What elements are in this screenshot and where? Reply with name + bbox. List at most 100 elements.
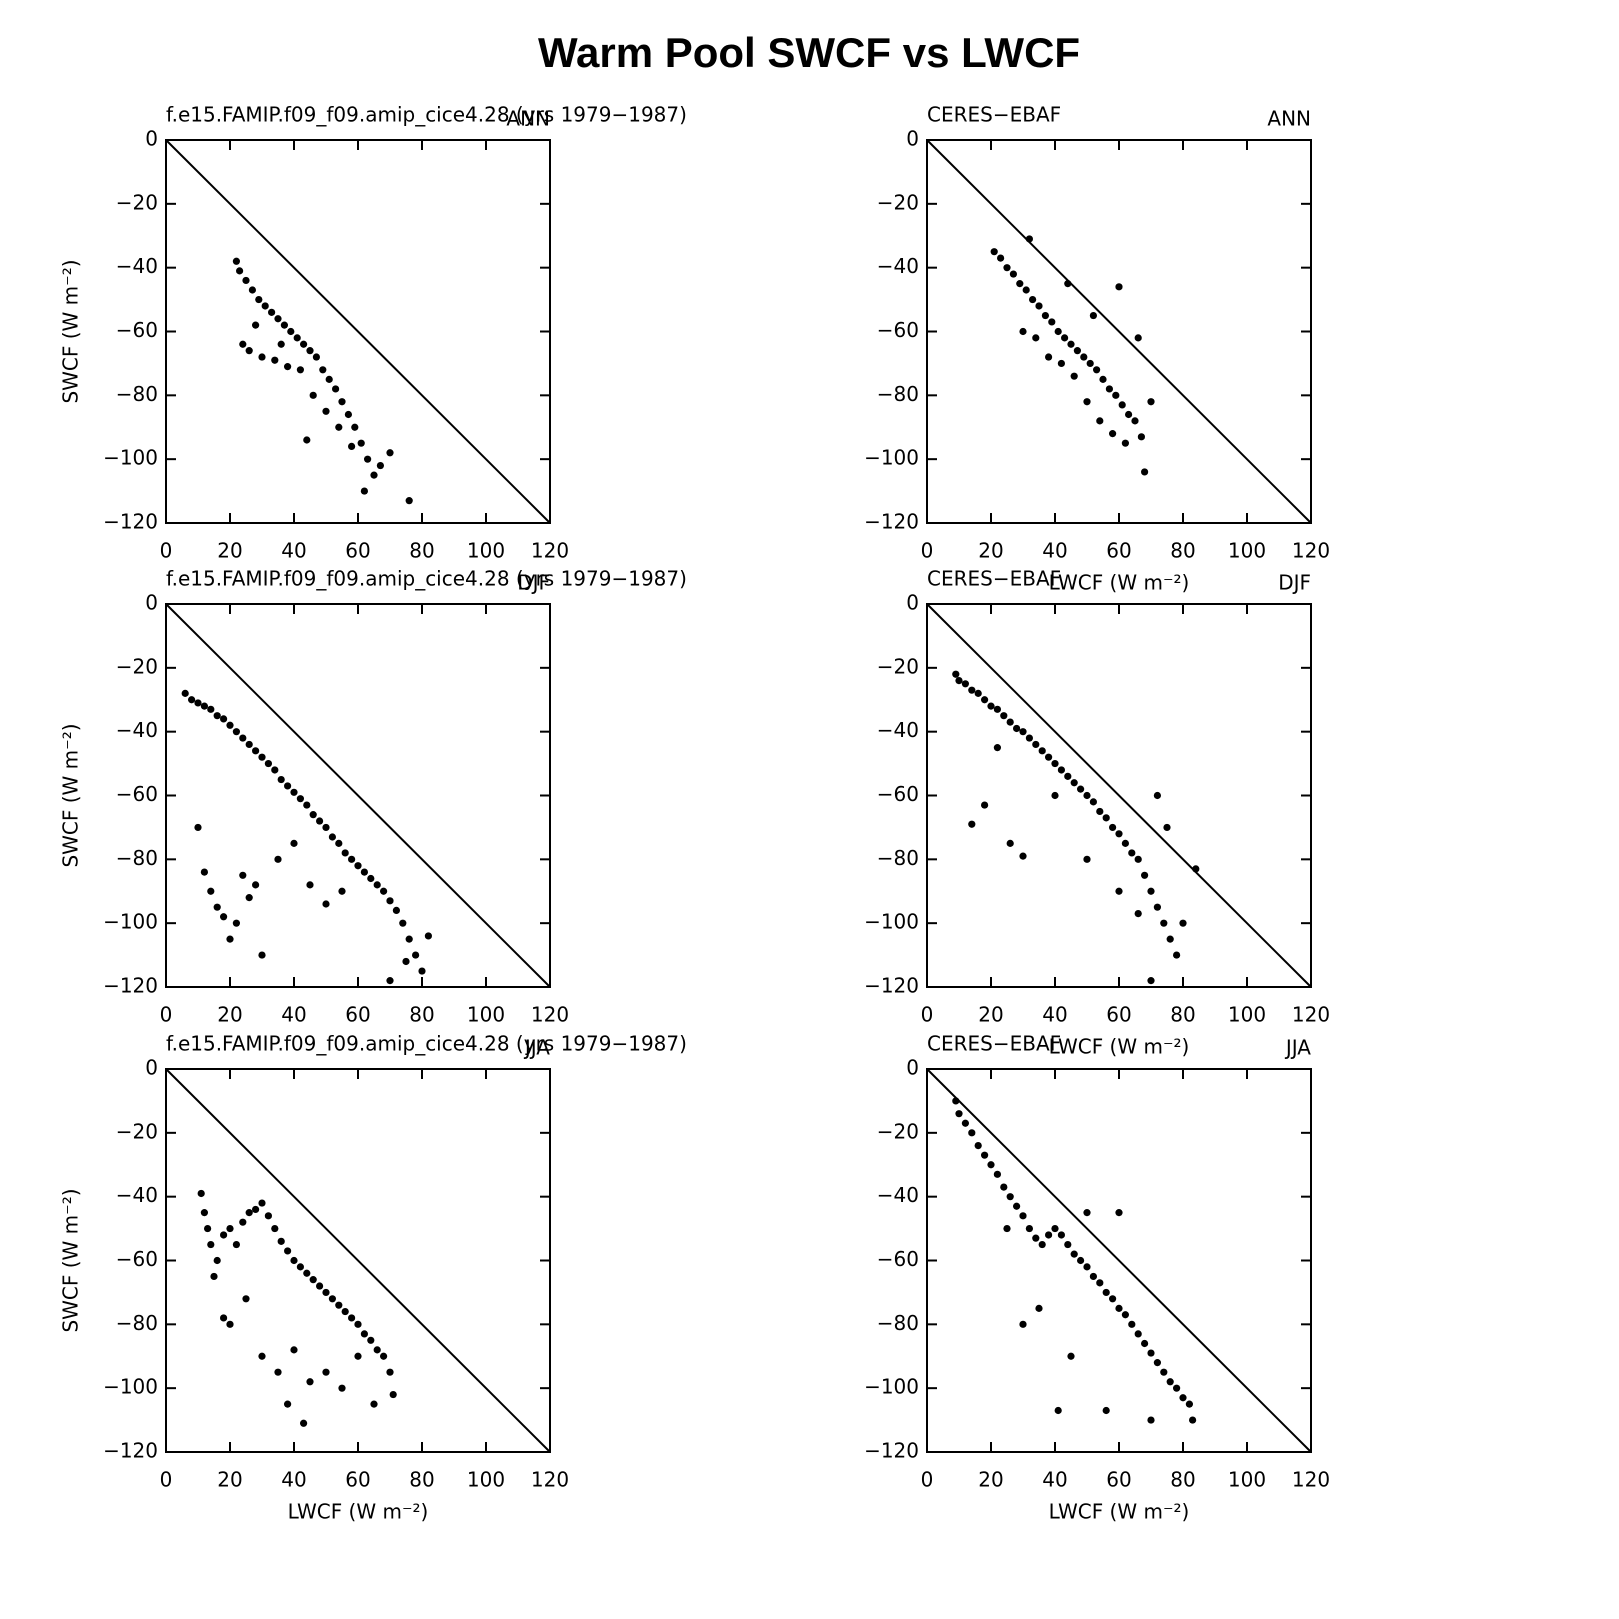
point bbox=[386, 449, 394, 457]
x-tick-label: 60 bbox=[1106, 539, 1131, 563]
point bbox=[319, 366, 327, 374]
y-tick-label: −40 bbox=[116, 718, 158, 742]
point bbox=[1025, 734, 1033, 742]
point bbox=[1093, 366, 1101, 374]
point bbox=[1080, 353, 1088, 361]
point bbox=[312, 353, 320, 361]
point bbox=[1141, 1339, 1149, 1348]
point bbox=[1166, 935, 1174, 943]
point bbox=[386, 1368, 394, 1376]
season-label: JJA bbox=[1284, 1036, 1311, 1060]
season-label: DJF bbox=[1278, 571, 1311, 595]
point bbox=[1035, 1304, 1043, 1312]
y-tick-label: −120 bbox=[864, 510, 919, 534]
point bbox=[1006, 718, 1014, 726]
point bbox=[322, 823, 330, 832]
x-tick-label: 80 bbox=[1170, 1003, 1195, 1027]
point bbox=[284, 1247, 292, 1255]
y-tick-label: −20 bbox=[116, 190, 158, 214]
panel: 0 20 40 60 80 100 120 0 −20 −40 −60 −80 −100 −120 f.e1… bbox=[59, 1032, 687, 1524]
point bbox=[274, 855, 282, 863]
point bbox=[303, 1269, 311, 1277]
point bbox=[287, 327, 295, 336]
point bbox=[1185, 1400, 1193, 1408]
y-tick-label: −40 bbox=[877, 254, 919, 278]
point bbox=[981, 1151, 989, 1159]
y-tick-label: 0 bbox=[145, 1056, 158, 1080]
x-tick-label: 60 bbox=[345, 1468, 370, 1492]
point bbox=[290, 1346, 298, 1354]
point bbox=[280, 321, 288, 329]
x-tick-label: 100 bbox=[467, 1468, 505, 1492]
point bbox=[354, 862, 362, 870]
point bbox=[277, 775, 285, 784]
point bbox=[1000, 712, 1008, 720]
point bbox=[1077, 1256, 1085, 1265]
point bbox=[338, 1384, 346, 1392]
point bbox=[335, 839, 343, 847]
point bbox=[239, 871, 247, 879]
point bbox=[207, 1240, 215, 1249]
point bbox=[987, 702, 995, 710]
point bbox=[1192, 865, 1200, 873]
point bbox=[402, 957, 410, 966]
point bbox=[309, 1276, 317, 1284]
x-tick-label: 20 bbox=[978, 539, 1003, 563]
point bbox=[309, 811, 317, 819]
x-tick-label: 120 bbox=[531, 1468, 569, 1492]
point bbox=[1029, 295, 1037, 304]
point bbox=[1125, 410, 1133, 419]
point bbox=[955, 677, 963, 685]
point bbox=[961, 680, 970, 688]
y-tick-label: −120 bbox=[103, 1439, 158, 1463]
x-tick-label: 20 bbox=[978, 1468, 1003, 1492]
point bbox=[252, 747, 260, 755]
point bbox=[258, 353, 266, 361]
point bbox=[1035, 302, 1043, 310]
point bbox=[264, 1212, 272, 1220]
point bbox=[271, 766, 279, 774]
x-tick-label: 40 bbox=[281, 1468, 306, 1492]
y-tick-label: −80 bbox=[877, 1311, 919, 1335]
point bbox=[1070, 779, 1078, 787]
point bbox=[1077, 785, 1085, 793]
point bbox=[232, 257, 240, 265]
point bbox=[1096, 417, 1104, 425]
y-tick-label: −100 bbox=[103, 446, 158, 470]
x-tick-label: 0 bbox=[921, 539, 934, 563]
point bbox=[1137, 433, 1145, 441]
point bbox=[1128, 849, 1136, 857]
point bbox=[290, 839, 298, 847]
y-tick-label: −80 bbox=[116, 1311, 158, 1335]
point bbox=[1115, 830, 1123, 838]
point bbox=[360, 1330, 368, 1338]
point bbox=[341, 849, 349, 857]
y-tick-label: −20 bbox=[877, 1119, 919, 1143]
point bbox=[990, 248, 998, 256]
point bbox=[376, 461, 384, 470]
point bbox=[255, 295, 263, 304]
x-tick-label: 80 bbox=[409, 1468, 434, 1492]
x-tick-label: 0 bbox=[160, 539, 173, 563]
point bbox=[354, 1320, 362, 1328]
point bbox=[322, 1368, 330, 1376]
point bbox=[348, 1314, 356, 1322]
point bbox=[1086, 359, 1094, 368]
y-tick-label: −60 bbox=[877, 1247, 919, 1271]
point bbox=[303, 436, 311, 444]
x-tick-label: 60 bbox=[1106, 1468, 1131, 1492]
point bbox=[322, 407, 330, 415]
point bbox=[188, 696, 196, 704]
point bbox=[1009, 270, 1018, 278]
point bbox=[264, 759, 272, 768]
point bbox=[1064, 1240, 1072, 1249]
point bbox=[239, 734, 247, 742]
point bbox=[1067, 1352, 1075, 1360]
x-tick-label: 100 bbox=[1228, 539, 1266, 563]
point bbox=[968, 1129, 976, 1137]
x-tick-label: 60 bbox=[345, 539, 370, 563]
point bbox=[306, 881, 314, 889]
point bbox=[245, 740, 253, 749]
point bbox=[1115, 283, 1123, 291]
panel-title: f.e15.FAMIP.f09_f09.amip_cice4.28 (yrs 1… bbox=[166, 1032, 687, 1056]
